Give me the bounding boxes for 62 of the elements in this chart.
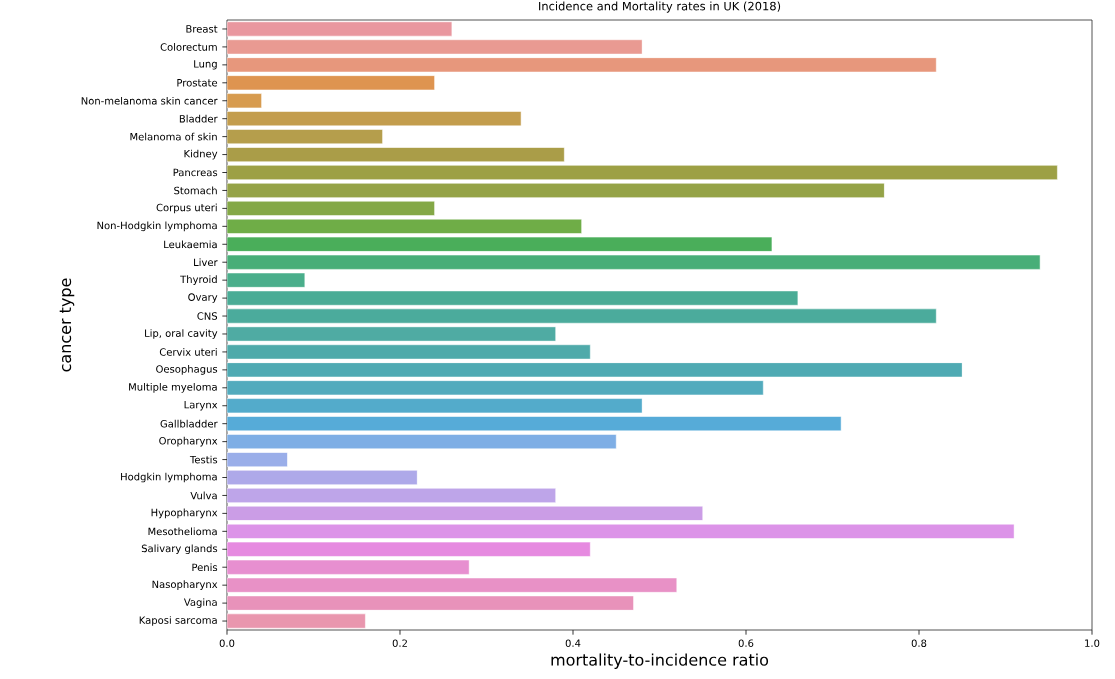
y-tick-label: Thyroid bbox=[180, 275, 217, 285]
y-tick-label: Melanoma of skin bbox=[130, 132, 217, 141]
y-tick-label: Non-Hodgkin lymphoma bbox=[97, 221, 217, 232]
y-tick-label: Lung bbox=[194, 60, 217, 70]
bar bbox=[227, 559, 470, 575]
bar bbox=[227, 200, 435, 216]
y-tick-label: Vulva bbox=[190, 491, 217, 500]
y-tick-label: Hypopharynx bbox=[151, 508, 218, 519]
y-tick-label: Non-melanoma skin cancer bbox=[81, 96, 218, 105]
y-tick-label: Hodgkin lymphoma bbox=[121, 472, 217, 483]
bar bbox=[227, 380, 764, 396]
bar bbox=[227, 218, 582, 234]
bar bbox=[227, 523, 1015, 539]
y-tick-label: Stomach bbox=[174, 186, 217, 195]
bar bbox=[227, 254, 1041, 270]
y-tick-label: Lip, oral cavity bbox=[145, 329, 218, 339]
x-tick-label: 0.4 bbox=[565, 639, 581, 647]
bar bbox=[227, 21, 453, 37]
bar bbox=[227, 75, 435, 91]
y-tick-label: Cervix uteri bbox=[159, 348, 217, 356]
x-axis-title: mortality-to-incidence ratio bbox=[551, 653, 769, 669]
bar bbox=[227, 290, 799, 306]
y-tick-label: Testis bbox=[189, 455, 218, 464]
x-tick-label: 1.0 bbox=[1085, 639, 1100, 647]
y-tick-label: Oropharynx bbox=[159, 436, 218, 447]
bar bbox=[227, 344, 591, 360]
x-tick-label: 0.0 bbox=[219, 639, 235, 647]
y-tick-label: Penis bbox=[192, 563, 218, 572]
y-tick-label: Prostate bbox=[177, 79, 218, 87]
bar bbox=[227, 577, 678, 593]
y-tick-label: Gallbladder bbox=[160, 419, 218, 428]
y-tick-label: Kidney bbox=[184, 149, 218, 160]
y-tick-label: Liver bbox=[194, 258, 218, 267]
y-tick-label: Larynx bbox=[184, 401, 218, 411]
y-tick-label: Vagina bbox=[183, 598, 217, 608]
x-tick-label: 0.8 bbox=[911, 639, 927, 647]
y-tick-label: CNS bbox=[197, 312, 218, 320]
y-tick-label: Salivary glands bbox=[141, 544, 218, 555]
y-tick-label: Kaposi sarcoma bbox=[139, 616, 217, 626]
y-tick-label: Breast bbox=[186, 25, 218, 33]
y-tick-label: Multiple myeloma bbox=[129, 382, 217, 393]
bar bbox=[227, 111, 522, 127]
y-tick-label: Colorectum bbox=[160, 43, 217, 51]
chart-title: Incidence and Mortality rates in UK (2018) bbox=[539, 1, 781, 13]
bar bbox=[227, 613, 366, 629]
y-tick-label: Corpus uteri bbox=[156, 203, 217, 214]
y-tick-label: Mesothelioma bbox=[148, 527, 217, 536]
y-axis-title: cancer type bbox=[59, 278, 75, 372]
bar bbox=[227, 165, 1058, 180]
y-tick-label: Bladder bbox=[179, 114, 218, 123]
bar bbox=[227, 434, 617, 450]
bar bbox=[227, 488, 556, 503]
y-tick-label: Ovary bbox=[188, 293, 218, 303]
y-tick-label: Pancreas bbox=[173, 168, 218, 177]
bar bbox=[227, 308, 937, 324]
bar bbox=[227, 272, 306, 288]
y-tick-label: Oesophagus bbox=[156, 365, 218, 375]
x-tick-label: 0.6 bbox=[738, 639, 754, 647]
bar bbox=[227, 93, 262, 109]
x-tick-label: 0.2 bbox=[392, 639, 407, 647]
y-tick-label: Nasopharynx bbox=[152, 580, 218, 590]
y-tick-label: Leukaemia bbox=[164, 240, 217, 249]
